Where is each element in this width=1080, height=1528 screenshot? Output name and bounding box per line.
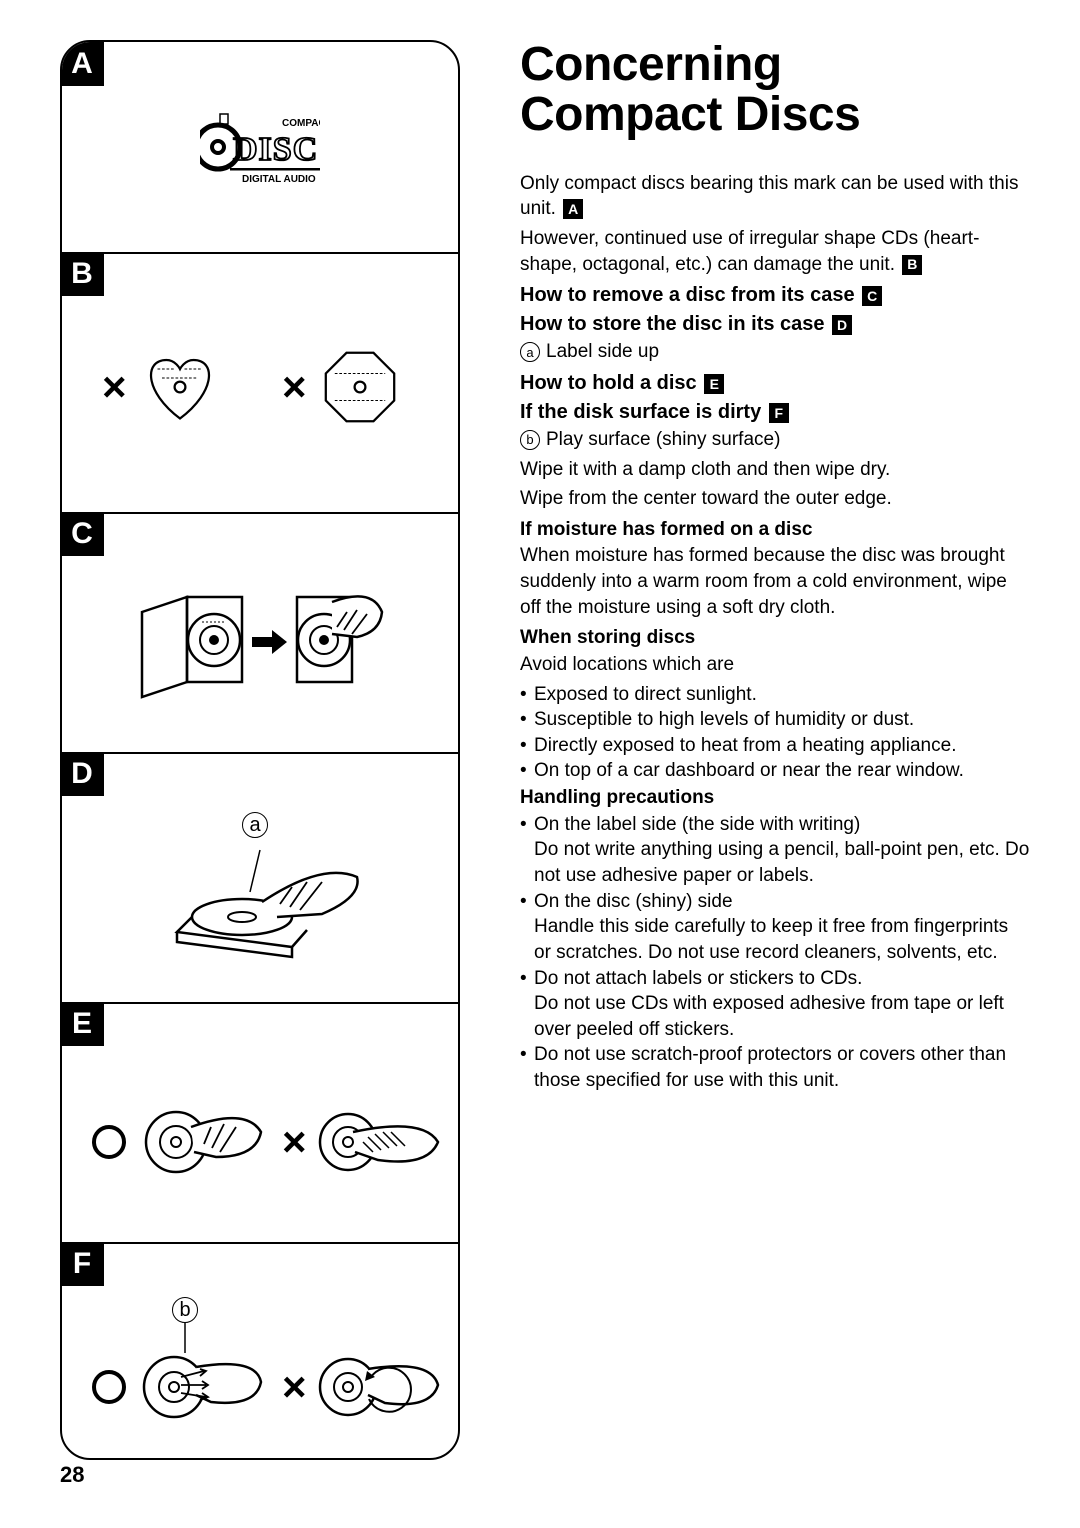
list-item: On the label side (the side with writing…: [520, 812, 1030, 889]
illus-hold-wrong: ×: [282, 1102, 443, 1182]
circle-a-icon: a: [520, 342, 540, 362]
illus-remove-case: [132, 582, 392, 717]
x-icon: ×: [282, 366, 307, 408]
annot-b-label: b: [172, 1297, 198, 1353]
divider-B: [62, 252, 458, 254]
heading-handling: Handling precautions: [520, 784, 1030, 812]
divider-D: [62, 752, 458, 754]
label-side-line: aLabel side up: [520, 339, 1030, 365]
x-icon: ×: [282, 1121, 307, 1163]
page-title: Concerning Compact Discs: [520, 40, 1030, 141]
list-item: Directly exposed to heat from a heating …: [520, 733, 1030, 759]
heading-hold: How to hold a disc E: [520, 369, 1030, 398]
divider-E: [62, 1002, 458, 1004]
heading-moisture: If moisture has formed on a disc: [520, 516, 1030, 544]
svg-text:DISC: DISC: [233, 131, 318, 168]
ref-badge-E: E: [704, 374, 724, 394]
text-column: Concerning Compact Discs Only compact di…: [480, 40, 1030, 1488]
figure-column: A COMPACT DISC DIGITAL AUDIO B: [60, 40, 480, 1488]
x-icon: ×: [282, 1366, 307, 1408]
panel-label-D: D: [60, 752, 104, 796]
panel-label-E: E: [60, 1002, 104, 1046]
handling-list: On the label side (the side with writing…: [520, 812, 1030, 1094]
ref-badge-F: F: [769, 403, 789, 423]
manual-page: A COMPACT DISC DIGITAL AUDIO B: [0, 0, 1080, 1528]
list-item: On the disc (shiny) side Handle this sid…: [520, 889, 1030, 966]
list-item: Exposed to direct sunlight.: [520, 682, 1030, 708]
annot-a-label: a: [242, 812, 268, 838]
list-item: Susceptible to high levels of humidity o…: [520, 707, 1030, 733]
wipe-line-1: Wipe it with a damp cloth and then wipe …: [520, 457, 1030, 483]
storing-list: Exposed to direct sunlight. Susceptible …: [520, 682, 1030, 785]
list-item: On top of a car dashboard or near the re…: [520, 758, 1030, 784]
wipe-line-2: Wipe from the center toward the outer ed…: [520, 486, 1030, 512]
list-item: Do not attach labels or stickers to CDs.…: [520, 966, 1030, 1043]
ref-badge-D: D: [832, 315, 852, 335]
illus-heart: ×: [102, 342, 225, 432]
ref-badge-A: A: [563, 199, 583, 219]
x-icon: ×: [102, 366, 127, 408]
divider-F: [62, 1242, 458, 1244]
illus-wipe-correct: [92, 1347, 266, 1427]
cd-logo: COMPACT DISC DIGITAL AUDIO: [62, 112, 458, 207]
list-item: Do not use scratch-proof protectors or c…: [520, 1042, 1030, 1093]
ref-badge-B: B: [902, 255, 922, 275]
panel-label-C: C: [60, 512, 104, 556]
panel-label-B: B: [60, 252, 104, 296]
ref-badge-C: C: [862, 286, 882, 306]
intro-para-1: Only compact discs bearing this mark can…: [520, 171, 1030, 222]
panel-label-A: A: [60, 42, 104, 86]
divider-C: [62, 512, 458, 514]
intro-para-2: However, continued use of irregular shap…: [520, 226, 1030, 277]
heading-store: How to store the disc in its case D: [520, 310, 1030, 339]
figure-box: A COMPACT DISC DIGITAL AUDIO B: [60, 40, 460, 1460]
heading-dirty: If the disk surface is dirty F: [520, 398, 1030, 427]
circle-ok-icon: [92, 1370, 126, 1404]
page-number: 28: [60, 1462, 84, 1488]
heading-remove: How to remove a disc from its case C: [520, 281, 1030, 310]
heading-storing: When storing discs: [520, 624, 1030, 652]
circle-b-icon: b: [520, 430, 540, 450]
illus-store: [172, 842, 372, 967]
illus-hold-correct: [92, 1102, 266, 1182]
play-surface-line: bPlay surface (shiny surface): [520, 427, 1030, 453]
moisture-text: When moisture has formed because the dis…: [520, 543, 1030, 620]
circle-ok-icon: [92, 1125, 126, 1159]
illus-wipe-wrong: ×: [282, 1347, 443, 1427]
panel-label-F: F: [60, 1242, 104, 1286]
storing-lead: Avoid locations which are: [520, 652, 1030, 678]
cd-logo-top: COMPACT: [282, 118, 320, 129]
illus-octagon: ×: [282, 342, 405, 432]
cd-logo-bottom: DIGITAL AUDIO: [242, 174, 316, 185]
